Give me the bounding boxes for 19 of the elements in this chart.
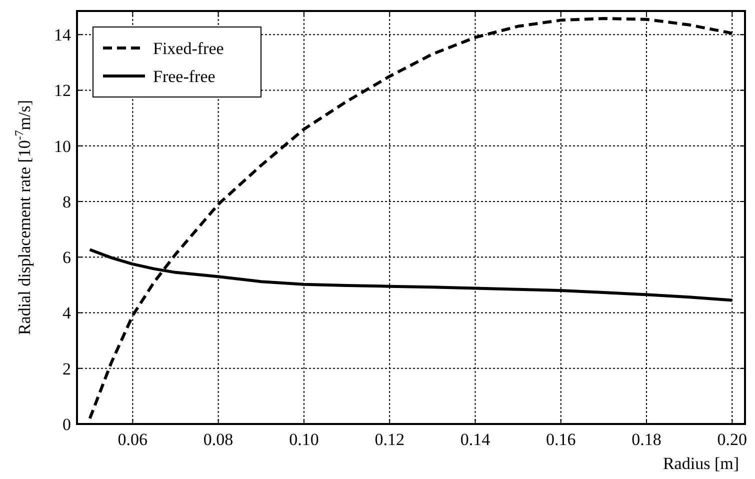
y-tick-label: 8 — [62, 192, 71, 212]
x-axis-title: Radius [m] — [662, 454, 739, 473]
legend-label: Free-free — [153, 66, 216, 86]
y-tick-label: 6 — [62, 248, 71, 268]
x-tick-label: 0.10 — [289, 430, 319, 449]
y-tick-label: 14 — [54, 26, 72, 45]
y-tick-label: 4 — [62, 304, 72, 323]
y-tick-label: 2 — [62, 359, 71, 378]
x-tick-label: 0.08 — [203, 430, 234, 449]
y-tick-label: 10 — [54, 136, 71, 156]
x-tick-label: 0.06 — [118, 430, 148, 449]
legend-label: Fixed-free — [153, 38, 224, 58]
x-tick-label: 0.12 — [374, 430, 404, 449]
x-tick-label: 0.18 — [632, 430, 662, 449]
x-tick-label: 0.16 — [546, 430, 576, 449]
y-tick-label: 12 — [54, 81, 71, 100]
x-tick-label: 0.14 — [460, 430, 491, 449]
y-tick-label: 0 — [62, 414, 71, 434]
x-tick-label: 0.20 — [717, 430, 748, 449]
